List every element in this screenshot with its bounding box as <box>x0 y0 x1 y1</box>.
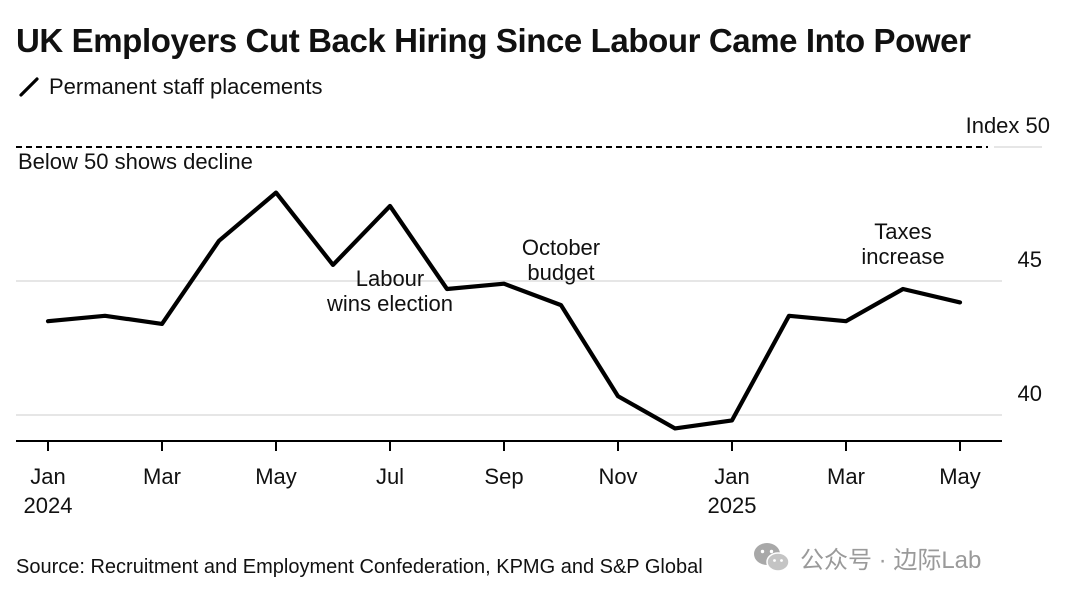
annotation-label: increase <box>861 244 944 269</box>
x-tick-label: Jan <box>714 464 749 489</box>
annotation-label: wins election <box>326 291 453 316</box>
slash-line-icon <box>19 77 39 97</box>
y-tick-label: 45 <box>1018 247 1042 272</box>
watermark-text: 公众号 · 边际Lab <box>800 547 982 574</box>
x-tick-label: May <box>939 464 981 489</box>
reference-line-label: Index 50 <box>966 113 1050 138</box>
annotation-label: budget <box>527 260 594 285</box>
watermark: 公众号 · 边际Lab <box>752 540 981 575</box>
y-tick-label: 40 <box>1018 381 1042 406</box>
annotation-label: Labour <box>356 266 425 291</box>
x-tick-label: Mar <box>827 464 865 489</box>
x-tick-year-label: 2024 <box>24 493 73 518</box>
annotation-label: Taxes <box>874 219 931 244</box>
x-tick-label: May <box>255 464 297 489</box>
x-tick-label: Nov <box>598 464 637 489</box>
wechat-icon <box>754 542 790 572</box>
source-note: Source: Recruitment and Employment Confe… <box>16 556 703 578</box>
x-tick-label: Jul <box>376 464 404 489</box>
reference-line-note: Below 50 shows decline <box>18 149 253 174</box>
x-tick-label: Sep <box>484 464 523 489</box>
chart-title: UK Employers Cut Back Hiring Since Labou… <box>16 22 971 59</box>
x-tick-label: Mar <box>143 464 181 489</box>
legend: Permanent staff placements <box>18 72 323 102</box>
legend-label: Permanent staff placements <box>49 74 323 99</box>
annotation-label: October <box>522 235 600 260</box>
x-tick-label: Jan <box>30 464 65 489</box>
x-tick-year-label: 2025 <box>708 493 757 518</box>
series-line <box>45 190 963 431</box>
